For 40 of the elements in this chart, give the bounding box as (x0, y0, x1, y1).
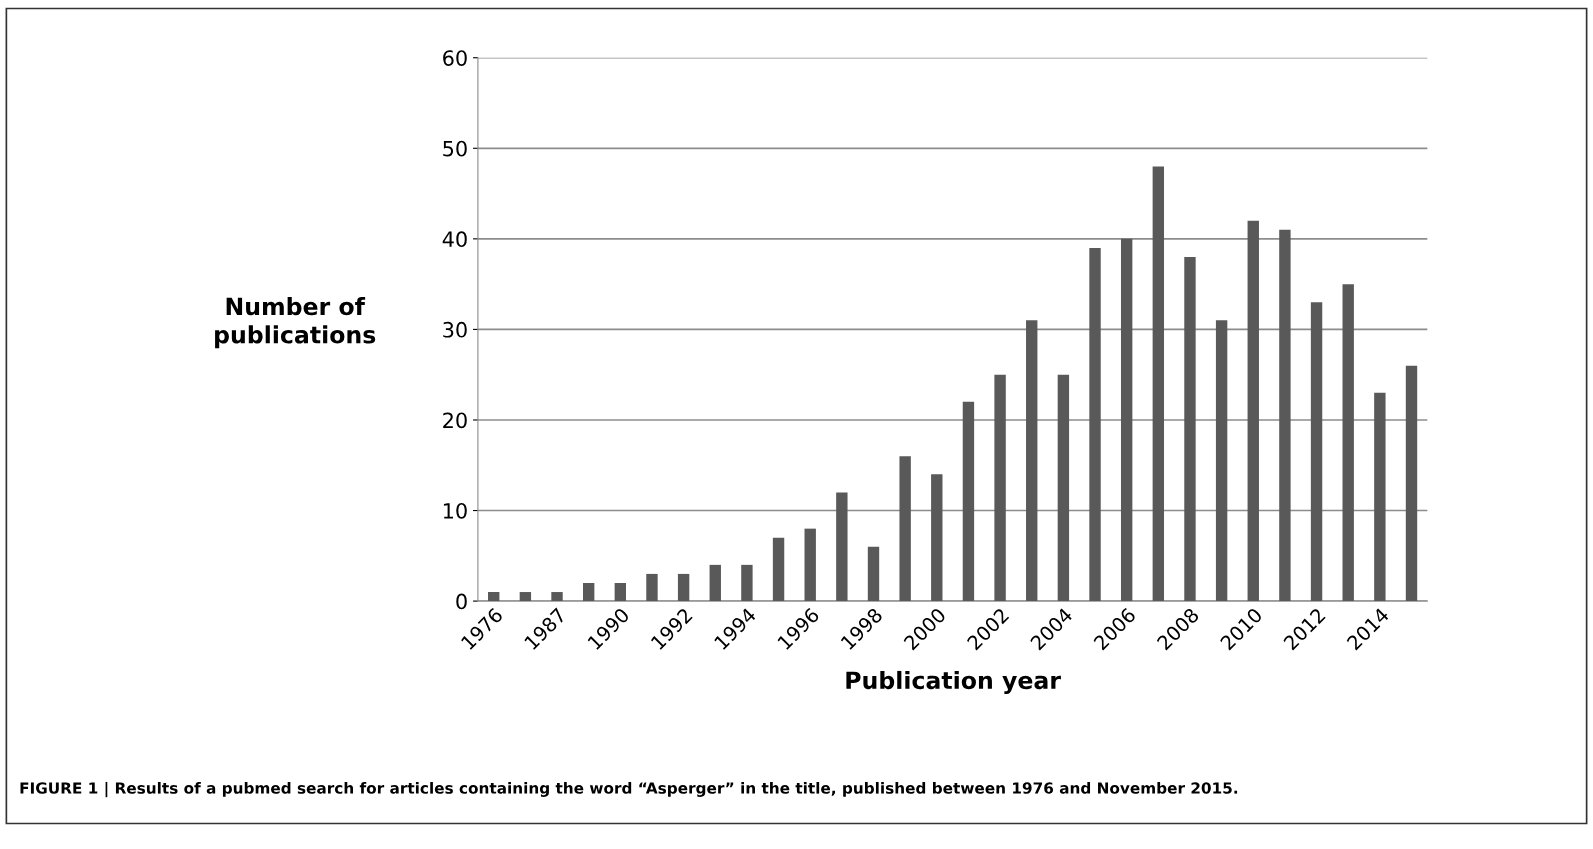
bar (741, 564, 753, 602)
bar (551, 592, 563, 602)
bar (931, 474, 943, 602)
bar (1215, 320, 1228, 602)
bar (772, 537, 785, 602)
bar (1152, 166, 1165, 602)
y-tick-label: 10 (443, 502, 467, 519)
bar (646, 573, 658, 602)
bar (1120, 238, 1133, 602)
y-tick-label: 60 (443, 50, 467, 66)
bar (994, 374, 1006, 602)
y-tick-label: 30 (443, 321, 467, 338)
bar (962, 401, 975, 602)
bar (582, 582, 595, 602)
y-axis-title: Number of publications (215, 297, 376, 349)
bar (614, 582, 627, 602)
y-tick-label: 50 (443, 140, 467, 157)
bar (1279, 229, 1291, 602)
bar (519, 592, 532, 602)
y-tick-label: 20 (443, 412, 467, 429)
bar (1374, 392, 1386, 602)
bar (1342, 284, 1354, 602)
caption: FIGURE 1 | Results of a pubmed search for articles containing the word “Asperger” in the title, published between 1976 and November 2015. (20, 781, 1238, 798)
y-tick-label: 0 (456, 593, 467, 610)
y-tick-label: 40 (442, 231, 467, 248)
x-axis-title: Publication year (846, 670, 1061, 694)
bar (1184, 256, 1196, 602)
bar (804, 528, 816, 602)
bar (1310, 302, 1323, 602)
bar (1026, 320, 1038, 602)
bar (867, 546, 880, 602)
bar (677, 573, 690, 602)
bar (1247, 220, 1259, 602)
bar (709, 564, 721, 602)
bar (836, 492, 848, 602)
bar (488, 592, 500, 602)
bar (1089, 247, 1101, 602)
bar (899, 456, 911, 602)
bar (1057, 374, 1070, 602)
bar (1405, 365, 1418, 602)
